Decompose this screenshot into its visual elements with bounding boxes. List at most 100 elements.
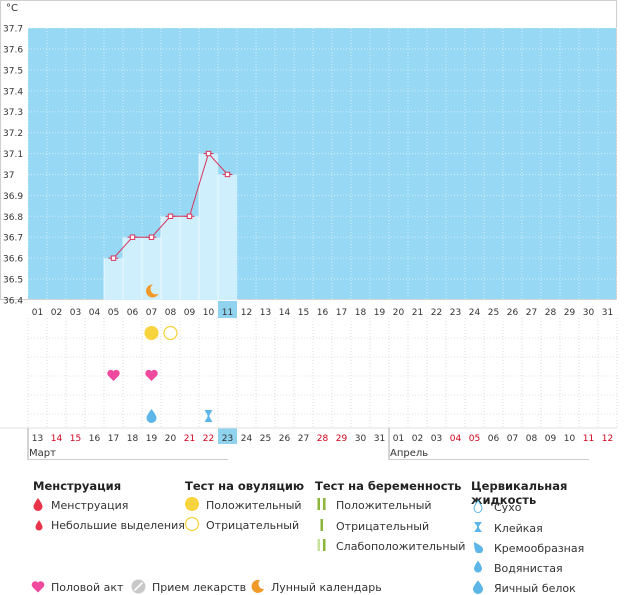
date-label: 16 xyxy=(89,434,101,444)
legend-ovulation-positive: Положительный xyxy=(206,499,302,512)
pregnancy-negative-icon xyxy=(320,519,323,531)
legend-menstruation-item: Менструация xyxy=(51,499,129,512)
current-date-highlight xyxy=(218,428,237,444)
date-label: 21 xyxy=(184,434,195,444)
cycle-day-label: 27 xyxy=(526,308,537,318)
date-label: 07 xyxy=(507,434,518,444)
cycle-day-label: 26 xyxy=(507,308,519,318)
current-day-highlight xyxy=(218,301,237,318)
cycle-day-label: 29 xyxy=(564,308,576,318)
legend-spotting-item: Небольшие выделения xyxy=(51,519,185,532)
y-tick-label: 37.3 xyxy=(3,108,23,118)
heart-shape xyxy=(145,369,158,381)
date-label: 18 xyxy=(127,434,139,444)
temperature-bar xyxy=(104,258,123,300)
cycle-day-label: 09 xyxy=(184,308,196,318)
cycle-day-label: 02 xyxy=(51,308,62,318)
pregnancy-weak-icon xyxy=(317,539,326,551)
cycle-day-label: 19 xyxy=(374,308,386,318)
legend-fluid-sticky: Клейкая xyxy=(494,522,543,535)
menstruation-drop-icon xyxy=(33,498,43,511)
temperature-bar xyxy=(199,153,218,300)
legend-pregnancy-negative: Отрицательный xyxy=(336,520,430,533)
ovulation-positive-icon xyxy=(144,326,159,340)
cycle-day-label: 28 xyxy=(545,308,557,318)
fluid-watery-icon xyxy=(474,560,482,573)
y-tick-label: 37.6 xyxy=(3,45,23,55)
date-label: 12 xyxy=(602,434,613,444)
date-label: 24 xyxy=(241,434,253,444)
date-label: 23 xyxy=(222,434,233,444)
cycle-day-label: 08 xyxy=(165,308,177,318)
temperature-bar xyxy=(218,174,237,300)
moon-icon xyxy=(251,579,264,593)
day-markers xyxy=(107,284,213,423)
date-label: 20 xyxy=(165,434,177,444)
temperature-point xyxy=(129,234,136,240)
y-axis-unit: °C xyxy=(6,3,18,14)
date-label: 25 xyxy=(260,434,271,444)
pregnancy-positive-icon xyxy=(317,498,326,510)
y-tick-label: 36.8 xyxy=(3,213,23,223)
date-label: 19 xyxy=(146,434,158,444)
pill-icon xyxy=(131,579,146,594)
cycle-day-label: 04 xyxy=(89,308,101,318)
legend-ovulation-negative: Отрицательный xyxy=(206,519,300,532)
ovulation-negative-shape xyxy=(163,325,178,341)
legend-pregnancy-positive: Положительный xyxy=(336,499,432,512)
fluid-sticky-icon xyxy=(204,410,213,422)
y-tick-label: 36.4 xyxy=(3,297,23,307)
cycle-day-label: 14 xyxy=(279,308,291,318)
y-tick-label: 36.9 xyxy=(3,192,23,202)
heart-icon xyxy=(145,369,158,381)
legend-pregnancy-weak: Слабоположительный xyxy=(336,540,466,553)
date-label: 26 xyxy=(279,434,291,444)
temperature-bar xyxy=(142,237,161,300)
date-label: 31 xyxy=(374,434,385,444)
date-label: 04 xyxy=(450,434,462,444)
fluid-egg-white-icon xyxy=(473,580,483,594)
date-label: 05 xyxy=(469,434,480,444)
legend-medication: Прием лекарств xyxy=(152,581,247,594)
temperature-line xyxy=(108,150,233,261)
y-tick-label: 36.6 xyxy=(3,255,23,265)
cycle-day-label: 05 xyxy=(108,308,119,318)
temperature-bars xyxy=(103,153,237,300)
y-axis-ticks: 37.7 37.6 37.5 37.4 37.3 37.2 37.1 37 36.9 36.8 36… xyxy=(3,25,23,307)
date-label: 15 xyxy=(70,434,81,444)
cycle-day-label: 10 xyxy=(203,308,215,318)
moon-shape xyxy=(146,284,159,298)
date-row: 13 14 15 16 17 18 19 20 21 22 23 24 25 26 27 28 29 30 31 01… xyxy=(0,427,617,444)
egg-white-shape xyxy=(146,409,157,423)
date-label: 08 xyxy=(526,434,538,444)
cycle-day-label: 20 xyxy=(393,308,405,318)
date-label: 11 xyxy=(583,434,594,444)
ovulation-negative-icon xyxy=(163,325,178,341)
date-label: 17 xyxy=(108,434,119,444)
date-label: 27 xyxy=(298,434,309,444)
y-tick-label: 36.5 xyxy=(3,276,23,286)
cycle-day-label: 07 xyxy=(146,308,157,318)
cycle-day-label: 25 xyxy=(488,308,499,318)
heart-icon xyxy=(31,581,45,593)
sticky-shape xyxy=(204,410,213,422)
month-row: Март Апрель xyxy=(27,428,589,460)
date-label: 30 xyxy=(355,434,367,444)
temperature-point xyxy=(110,255,117,261)
chart-border xyxy=(0,0,617,300)
cycle-day-label: 01 xyxy=(32,308,43,318)
spotting-drop-icon xyxy=(35,520,43,531)
y-tick-label: 37.4 xyxy=(3,87,23,97)
y-tick-label: 36.7 xyxy=(3,234,23,244)
cycle-day-label: 18 xyxy=(355,308,367,318)
date-label: 22 xyxy=(203,434,214,444)
temperature-point xyxy=(148,234,155,240)
date-label: 01 xyxy=(393,434,404,444)
cycle-day-label: 23 xyxy=(450,308,461,318)
date-label: 02 xyxy=(412,434,423,444)
moon-icon xyxy=(146,284,159,298)
legend-fluid-egg-white: Яичный белок xyxy=(494,582,576,595)
month-label: Март xyxy=(29,448,56,459)
ovulation-positive-icon xyxy=(185,497,199,511)
date-label: 09 xyxy=(545,434,557,444)
